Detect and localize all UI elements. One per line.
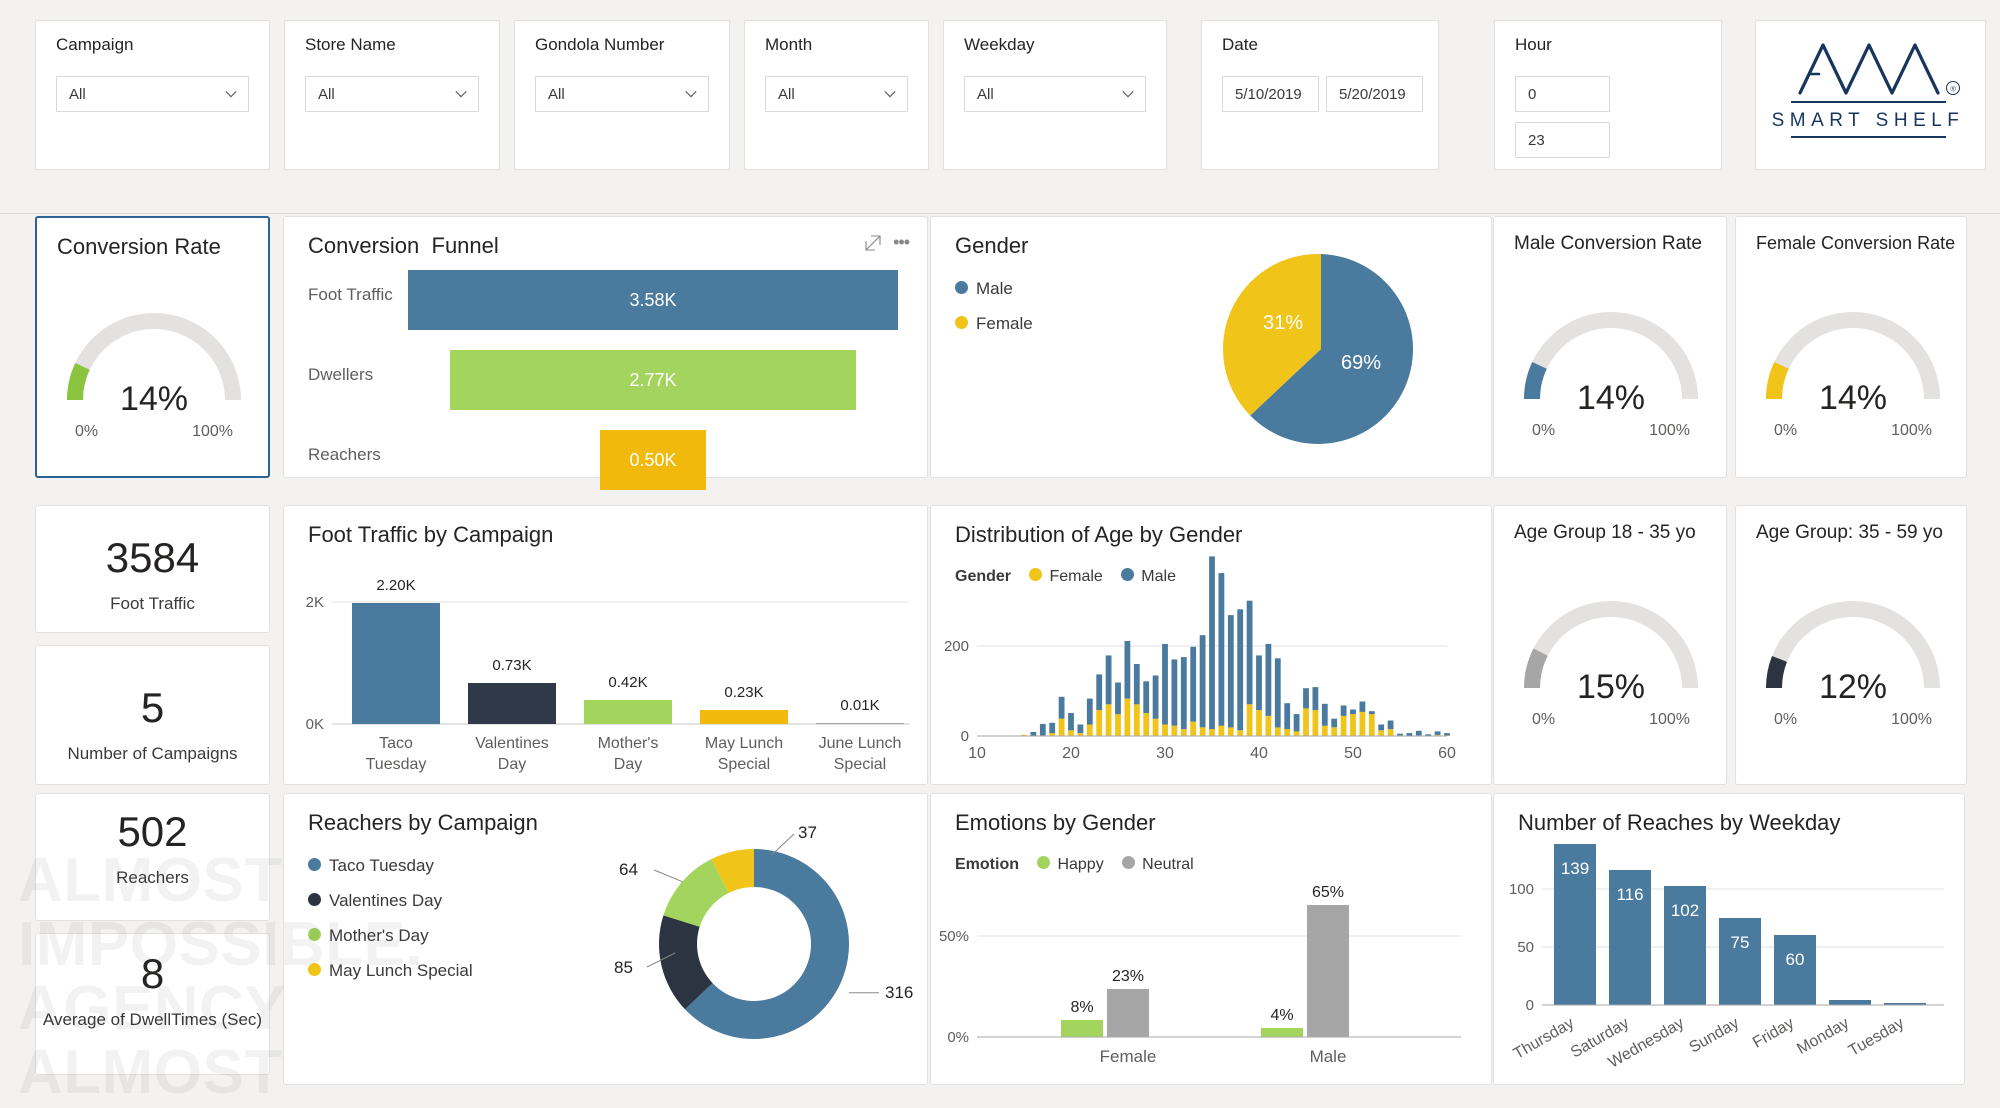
- svg-text:June Lunch: June Lunch: [819, 735, 902, 752]
- svg-text:0K: 0K: [306, 716, 324, 733]
- svg-text:May Lunch: May Lunch: [705, 735, 783, 752]
- svg-text:Sunday: Sunday: [1687, 1015, 1742, 1057]
- svg-text:60: 60: [1786, 950, 1805, 969]
- svg-text:Special: Special: [718, 756, 770, 773]
- svg-text:0.73K: 0.73K: [492, 657, 531, 674]
- svg-text:100: 100: [1509, 881, 1534, 898]
- svg-text:100%: 100%: [1891, 711, 1932, 728]
- svg-text:0%: 0%: [75, 423, 98, 440]
- svg-text:200: 200: [944, 638, 969, 655]
- svg-text:60: 60: [1438, 745, 1456, 762]
- svg-text:23%: 23%: [1112, 968, 1144, 985]
- svg-text:0: 0: [1526, 997, 1534, 1014]
- svg-text:116: 116: [1616, 885, 1643, 904]
- svg-text:100%: 100%: [1649, 711, 1690, 728]
- svg-text:316: 316: [885, 983, 913, 1002]
- svg-text:14%: 14%: [1577, 379, 1645, 417]
- svg-text:SMART SHELF: SMART SHELF: [1772, 110, 1965, 131]
- svg-text:0%: 0%: [947, 1029, 969, 1046]
- svg-text:Monday: Monday: [1794, 1015, 1852, 1058]
- svg-text:14%: 14%: [1819, 379, 1887, 417]
- svg-text:75: 75: [1731, 933, 1750, 952]
- svg-text:139: 139: [1561, 859, 1589, 878]
- svg-text:Female: Female: [1100, 1047, 1157, 1066]
- svg-text:Mother's: Mother's: [598, 735, 659, 752]
- svg-text:0%: 0%: [1774, 711, 1797, 728]
- svg-text:10: 10: [968, 745, 986, 762]
- svg-text:Valentines: Valentines: [475, 735, 549, 752]
- svg-text:30: 30: [1156, 745, 1174, 762]
- svg-text:14%: 14%: [120, 380, 188, 418]
- svg-text:Tuesday: Tuesday: [1846, 1015, 1907, 1060]
- svg-text:100%: 100%: [1649, 422, 1690, 439]
- svg-text:12%: 12%: [1819, 668, 1887, 706]
- svg-text:®: ®: [1950, 84, 1956, 93]
- svg-text:100%: 100%: [1891, 422, 1932, 439]
- svg-text:102: 102: [1671, 901, 1699, 920]
- svg-text:8%: 8%: [1070, 999, 1093, 1016]
- svg-text:Friday: Friday: [1750, 1015, 1797, 1052]
- svg-text:85: 85: [614, 958, 633, 977]
- svg-text:50: 50: [1344, 745, 1362, 762]
- svg-text:0%: 0%: [1774, 422, 1797, 439]
- svg-text:50%: 50%: [939, 928, 969, 945]
- svg-text:4%: 4%: [1270, 1007, 1293, 1024]
- svg-text:15%: 15%: [1577, 668, 1645, 706]
- svg-text:31%: 31%: [1263, 312, 1303, 334]
- svg-text:50: 50: [1517, 939, 1534, 956]
- svg-text:2K: 2K: [306, 594, 324, 611]
- svg-text:Thursday: Thursday: [1511, 1015, 1577, 1063]
- svg-text:40: 40: [1250, 745, 1268, 762]
- svg-text:Taco: Taco: [379, 735, 413, 752]
- svg-text:Day: Day: [614, 756, 642, 773]
- svg-text:64: 64: [619, 860, 638, 879]
- svg-text:0.23K: 0.23K: [724, 684, 763, 701]
- svg-text:0: 0: [961, 728, 969, 745]
- svg-text:20: 20: [1062, 745, 1080, 762]
- svg-text:0%: 0%: [1532, 711, 1555, 728]
- svg-text:69%: 69%: [1341, 352, 1381, 374]
- svg-text:37: 37: [798, 823, 817, 842]
- svg-text:65%: 65%: [1312, 884, 1344, 901]
- svg-text:100%: 100%: [192, 423, 233, 440]
- svg-text:2.20K: 2.20K: [376, 577, 415, 594]
- svg-text:Tuesday: Tuesday: [366, 756, 427, 773]
- svg-text:Male: Male: [1310, 1047, 1347, 1066]
- svg-text:0%: 0%: [1532, 422, 1555, 439]
- svg-text:0.42K: 0.42K: [608, 674, 647, 691]
- svg-text:Day: Day: [498, 756, 526, 773]
- svg-text:0.01K: 0.01K: [840, 697, 879, 714]
- svg-text:Special: Special: [834, 756, 886, 773]
